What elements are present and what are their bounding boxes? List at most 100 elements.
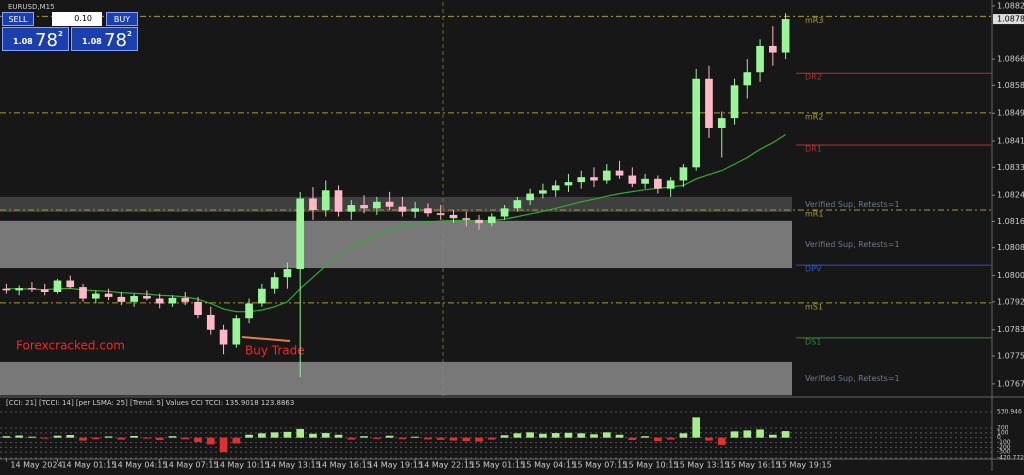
indicator-bar: [181, 437, 190, 440]
indicator-bar: [717, 437, 726, 445]
candle-body: [321, 190, 330, 210]
trade-line: [241, 336, 291, 342]
indicator-bar: [500, 435, 509, 438]
indicator-bar: [513, 433, 522, 438]
indicator-bar: [79, 437, 87, 441]
indicator-bar: [347, 437, 356, 440]
indicator-bar: [398, 437, 407, 440]
pivot-label: DPV: [805, 265, 822, 274]
candle-body: [411, 208, 419, 212]
sr-zone: [0, 361, 792, 396]
candle-body: [66, 280, 75, 288]
indicator-bar: [143, 437, 151, 439]
candle-body: [296, 198, 305, 270]
indicator-bar: [602, 432, 611, 438]
sr-zone: [0, 196, 792, 212]
zone-label: Verified Sup, Retests=1: [805, 200, 900, 209]
indicator-bar: [436, 437, 445, 440]
indicator-bar: [743, 430, 752, 438]
candle-body: [206, 314, 215, 330]
sr-zone: [0, 220, 792, 269]
x-tick-label: 14 May 10:15: [215, 461, 270, 470]
candle-body: [500, 208, 509, 217]
indicator-tick-label: -200: [997, 444, 1011, 451]
bid-pip: 2: [58, 30, 63, 38]
x-tick-label: 15 May 07:15: [572, 461, 627, 470]
indicator-tick-label: 0: [997, 434, 1001, 441]
candle-body: [564, 182, 573, 186]
indicator-bar: [781, 431, 790, 438]
indicator-bar: [539, 433, 547, 438]
bid-small: 1.08: [13, 37, 33, 46]
x-tick-label: 14 May 01:15: [61, 461, 116, 470]
candle-body: [91, 293, 100, 299]
annotation: Buy Trade: [245, 344, 305, 358]
lot-input[interactable]: 0.10: [52, 12, 102, 26]
indicator-bar: [117, 437, 126, 440]
candle-body: [551, 185, 560, 191]
candle-body: [615, 170, 624, 176]
indicator-bar: [232, 437, 241, 444]
candle-body: [360, 205, 368, 209]
indicator-tick-label: 530.946: [997, 409, 1022, 416]
x-tick-label: 14 May 19:15: [368, 461, 423, 470]
sell-button[interactable]: SELL: [2, 12, 34, 26]
indicator-bar: [526, 432, 534, 438]
buy-button[interactable]: BUY: [106, 12, 138, 26]
indicator-bar: [28, 436, 36, 438]
candle-body: [590, 177, 598, 181]
indicator-tick-label: -420.772: [997, 455, 1024, 462]
indicator-bar: [730, 431, 739, 438]
x-tick-label: 15 May 10:15: [624, 461, 679, 470]
indicator-bar: [769, 434, 777, 438]
candle-body: [117, 296, 126, 302]
candle-body: [717, 118, 726, 128]
y-tick-label: 1.08660: [997, 55, 1024, 64]
pivot-label: DS1: [805, 337, 821, 346]
ask-big: 78: [104, 30, 127, 51]
candle-body: [756, 45, 764, 73]
candle-body: [53, 280, 62, 293]
indicator-bar: [155, 437, 164, 441]
x-tick-label: 15 May 16:15: [726, 461, 781, 470]
pivot-label: mR3: [805, 16, 823, 25]
candle-body: [602, 170, 611, 181]
y-tick-label: 1.07755: [997, 351, 1024, 360]
indicator-bar: [590, 434, 598, 438]
candle-body: [40, 289, 49, 293]
y-tick-label: 1.08245: [997, 191, 1024, 200]
indicator-bar: [91, 437, 100, 440]
indicator-bar: [705, 437, 713, 441]
indicator-bar: [564, 432, 573, 438]
indicator-tick-label: -300: [997, 449, 1011, 456]
watermark: Forexcracked.com: [16, 339, 125, 353]
zone-label: Verified Sup, Retests=1: [805, 374, 900, 383]
indicator-bar: [449, 437, 458, 441]
pivot-label: mR1: [805, 209, 823, 218]
indicator-bar: [258, 433, 266, 438]
x-tick-label: 14 May 04:15: [113, 461, 168, 470]
indicator-bar: [424, 437, 432, 440]
candle-body: [347, 205, 356, 212]
indicator-bar: [66, 435, 75, 438]
candle-body: [769, 45, 777, 53]
x-tick-label: 14 May 13:15: [266, 461, 321, 470]
candle-body: [679, 167, 688, 181]
ask-quote[interactable]: 1.08 78 2: [71, 27, 138, 51]
y-tick-label: 1.08165: [997, 217, 1024, 226]
candle-body: [641, 178, 649, 184]
ask-pip: 2: [127, 30, 132, 38]
candle-body: [143, 295, 151, 299]
x-tick-label: 14 May 16:15: [317, 461, 372, 470]
candle-body: [2, 288, 11, 291]
indicator-bar: [219, 437, 228, 453]
candle-body: [462, 218, 471, 220]
x-tick-label: 14 May 2024: [10, 461, 62, 470]
indicator-tick-label: -100: [997, 439, 1011, 446]
symbol-title: EURUSD,M15: [8, 3, 55, 11]
x-tick-label: 14 May 07:15: [164, 461, 219, 470]
bid-quote[interactable]: 1.08 78 2: [2, 27, 69, 51]
